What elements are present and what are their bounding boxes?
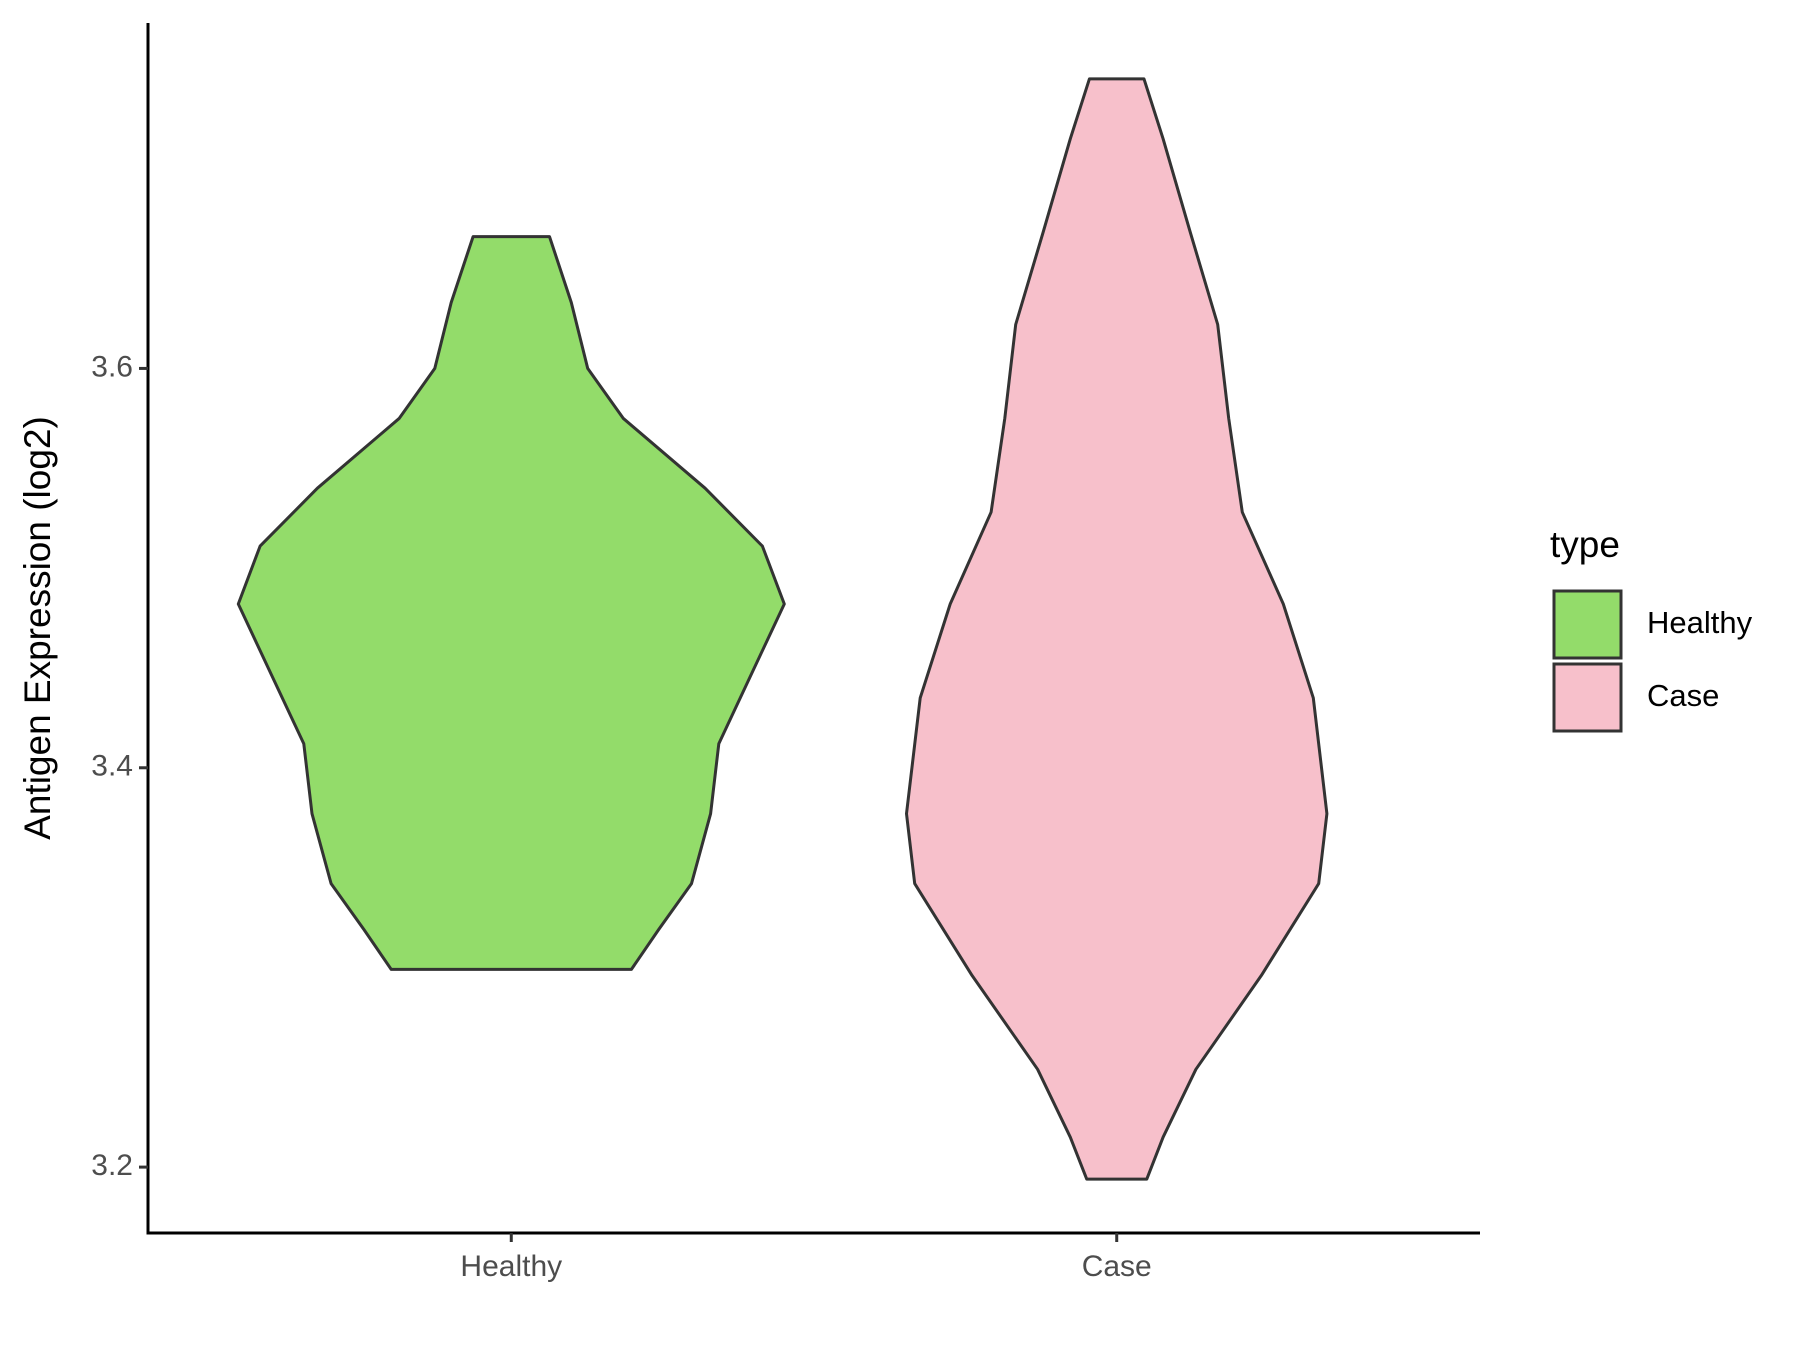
y-tick-label: 3.6: [91, 350, 133, 383]
y-axis-title: Antigen Expression (log2): [17, 416, 58, 840]
legend-title: type: [1550, 524, 1620, 565]
legend-key: [1552, 589, 1623, 660]
y-tick-label: 3.2: [91, 1149, 133, 1182]
violin: [236, 235, 786, 971]
legend-label: Case: [1647, 678, 1719, 713]
y-tick-label: 3.4: [91, 750, 133, 783]
x-tick-label: Healthy: [460, 1250, 562, 1283]
x-tick-label: Case: [1082, 1250, 1152, 1283]
legend-key: [1552, 662, 1623, 733]
violin: [905, 77, 1329, 1181]
legend-label: Healthy: [1647, 605, 1753, 640]
